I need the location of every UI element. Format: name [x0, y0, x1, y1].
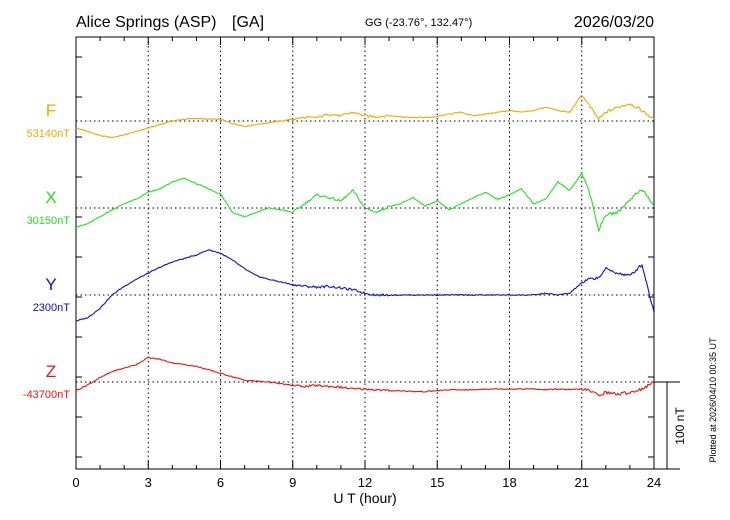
network-label: [GA] [232, 14, 264, 31]
series-baseline-f: 53140nT [27, 128, 71, 140]
x-tick-label: 9 [289, 475, 296, 490]
scale-bar: 100 nT [654, 381, 687, 470]
series-name-x: X [45, 188, 56, 207]
x-tick-label: 15 [430, 475, 444, 490]
x-axis-ticks: 0 3 6 9 12 15 18 21 24 [72, 37, 661, 490]
scale-bar-label: 100 nT [673, 407, 687, 445]
series-layer [75, 94, 655, 397]
plotted-timestamp: Plotted at 2026/04/10 00:35 UT [708, 337, 718, 463]
x-tick-label: 12 [358, 475, 372, 490]
series-line-y [75, 249, 655, 322]
series-baseline-y: 2300nT [33, 302, 71, 314]
series-name-y: Y [45, 275, 56, 294]
series-name-f: F [46, 101, 56, 120]
x-tick-label: 3 [145, 475, 152, 490]
plot-date: 2026/03/20 [574, 14, 654, 31]
series-baseline-x: 30150nT [27, 215, 71, 227]
series-labels: F 53140nT X 30150nT Y 2300nT Z -43700nT [23, 101, 70, 401]
x-tick-label: 21 [575, 475, 589, 490]
x-tick-label: 18 [502, 475, 516, 490]
station-title: Alice Springs (ASP) [76, 14, 217, 31]
x-tick-label: 6 [217, 475, 224, 490]
series-name-z: Z [46, 362, 56, 381]
x-tick-label: 24 [647, 475, 661, 490]
grid-lines [76, 37, 654, 469]
series-line-f [75, 94, 655, 139]
series-line-x [75, 172, 655, 232]
series-baseline-z: -43700nT [23, 389, 70, 401]
station-coordinates: GG (-23.76°, 132.47°) [365, 17, 472, 29]
series-line-z [75, 356, 655, 397]
x-axis-title: U T (hour) [333, 490, 396, 506]
x-tick-label: 0 [72, 475, 79, 490]
